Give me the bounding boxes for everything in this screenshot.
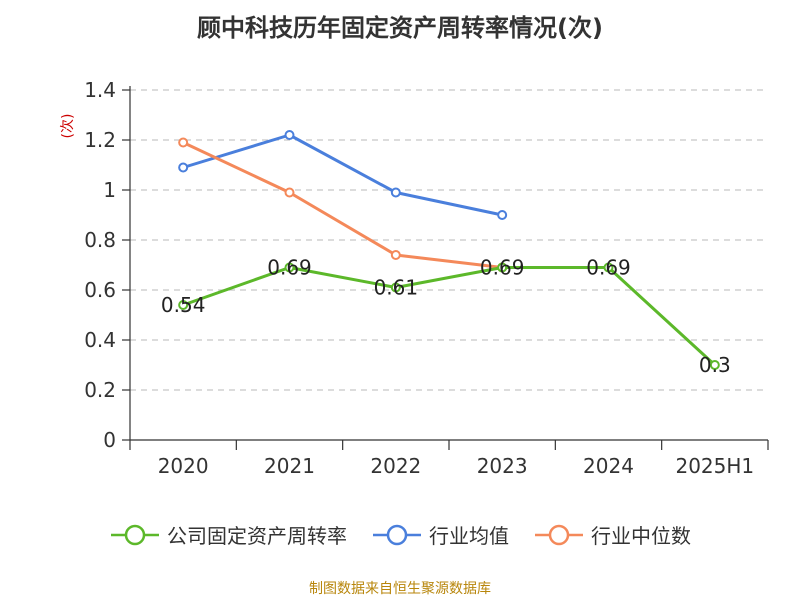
x-tick-label: 2025H1 [675,454,754,478]
x-tick-label: 2024 [583,454,634,478]
legend-label: 公司固定资产周转率 [167,524,347,548]
data-point [390,282,401,293]
y-tick-label: 1 [103,178,116,202]
data-label: 0.61 [374,276,419,300]
data-label: 0.3 [699,353,731,377]
data-label: 0.54 [161,293,206,317]
data-point [178,137,189,148]
data-labels: 0.54 0.69 0.61 0.69 0.69 0.3 [161,256,731,378]
legend-swatch-icon [371,523,423,547]
data-point [178,162,189,173]
y-tick-label: 0.4 [84,328,116,352]
axes: 0 0.2 0.4 0.6 0.8 1 1.2 1.4 2020 2021 2022 2023 2024… [84,78,769,478]
legend-label: 行业中位数 [591,524,691,548]
legend-item[interactable]: 行业均值 [371,520,509,549]
y-tick-label: 1.2 [84,128,116,152]
chart-title: 顾中科技历年固定资产周转率情况(次) [197,14,603,42]
y-tick-label: 0 [103,428,116,452]
data-label: 0.69 [267,256,312,280]
data-point [390,250,401,260]
data-point [284,262,295,273]
series-line [182,266,716,367]
legend-swatch-icon [533,523,585,547]
source-note: 制图数据来自恒生聚源数据库 [309,581,491,597]
data-point [178,300,189,310]
legend-item[interactable]: 公司固定资产周转率 [109,520,347,549]
y-tick-label: 1.4 [84,78,116,102]
x-tick-label: 2022 [370,454,421,478]
y-axis-unit-label: (次) [60,114,76,139]
series-line [182,141,503,269]
x-tick-label: 2021 [264,454,315,478]
x-tick-label: 2020 [158,454,209,478]
legend: 公司固定资产周转率 行业均值 行业中位数 [0,520,800,549]
data-label: 0.69 [586,256,631,280]
legend-item[interactable]: 行业中位数 [533,520,691,549]
y-tick-label: 0.6 [84,278,116,302]
data-point [603,262,614,273]
x-tick-label: 2023 [477,454,528,478]
series-group [178,130,720,370]
data-point [390,187,401,198]
grid-lines [130,89,768,391]
series-line [182,133,503,217]
legend-label: 行业均值 [429,524,509,548]
data-point [497,210,508,220]
legend-swatch-icon [109,523,161,547]
data-point [284,187,295,198]
data-point [497,262,508,273]
data-label: 0.69 [480,256,525,280]
y-tick-label: 0.8 [84,228,116,252]
y-tick-label: 0.2 [84,378,116,402]
data-point [709,360,720,370]
data-point [284,130,295,140]
